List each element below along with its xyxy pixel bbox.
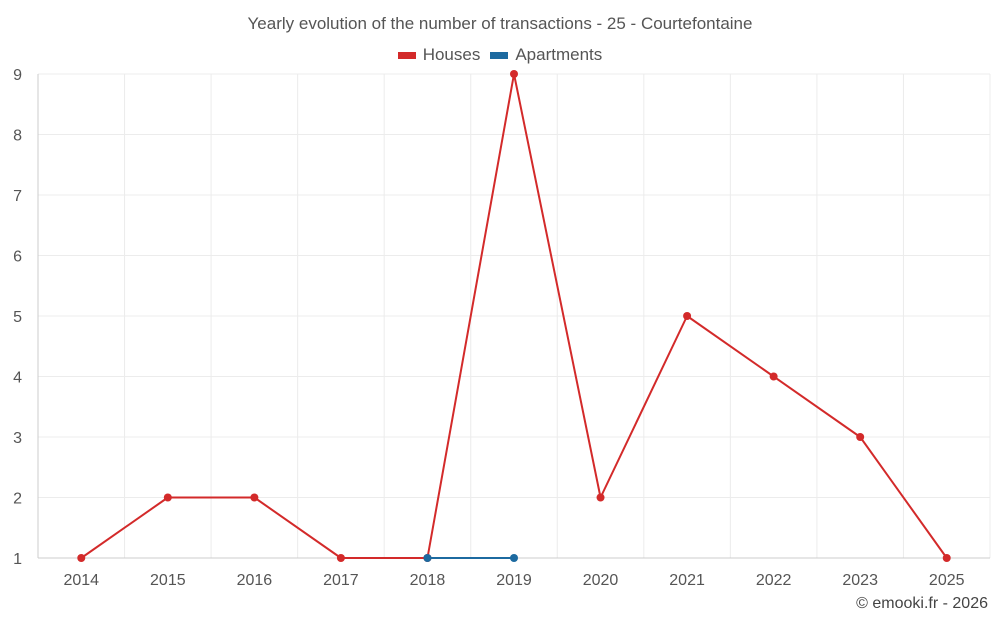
data-point-houses[interactable] <box>942 554 951 562</box>
legend-item-apartments[interactable]: Apartments <box>490 45 602 65</box>
x-tick-label: 2023 <box>842 572 878 589</box>
data-point-houses[interactable] <box>683 312 692 320</box>
legend-swatch-houses <box>397 51 416 59</box>
data-point-houses[interactable] <box>336 554 345 562</box>
axis-layer: 1 2 3 4 5 6 7 8 9 2014 2015 2016 2017 2018 2019 2020 202… <box>13 67 990 589</box>
data-point-houses[interactable] <box>856 433 865 441</box>
legend-label-houses: Houses <box>422 45 481 64</box>
legend-label-apartments: Apartments <box>515 45 603 64</box>
y-tick-label: 1 <box>13 551 22 568</box>
y-tick-label: 3 <box>13 430 22 447</box>
data-point-houses[interactable] <box>769 372 778 381</box>
data-point-houses[interactable] <box>77 554 86 562</box>
x-tick-label: 2017 <box>323 572 359 589</box>
data-point-houses[interactable] <box>250 493 259 502</box>
grid-layer <box>37 73 991 559</box>
legend-item-houses[interactable]: Houses <box>397 45 481 65</box>
y-tick-label: 2 <box>13 491 22 508</box>
series-layer <box>77 70 951 562</box>
x-tick-label: 2014 <box>63 572 99 589</box>
legend-swatch-apartments <box>490 51 509 59</box>
data-point-houses[interactable] <box>510 70 518 78</box>
chart-legend: Houses Apartments <box>0 45 1000 65</box>
y-tick-label: 8 <box>13 128 22 145</box>
y-tick-label: 6 <box>13 249 22 266</box>
data-point-apartments[interactable] <box>423 554 432 562</box>
footer-credit: © emooki.fr - 2026 <box>856 595 988 612</box>
data-point-houses[interactable] <box>596 493 605 502</box>
chart-title: Yearly evolution of the number of transa… <box>247 14 753 33</box>
x-tick-label: 2025 <box>929 572 965 589</box>
x-tick-label: 2020 <box>583 572 619 589</box>
x-tick-label: 2022 <box>756 572 792 589</box>
data-point-houses[interactable] <box>163 493 172 502</box>
x-tick-label: 2021 <box>669 572 705 589</box>
x-tick-label: 2016 <box>237 572 273 589</box>
x-tick-label: 2015 <box>150 572 186 589</box>
y-tick-label: 4 <box>13 370 22 387</box>
x-tick-label: 2019 <box>496 572 532 589</box>
y-tick-label: 7 <box>13 188 22 205</box>
x-tick-label: 2018 <box>410 572 446 589</box>
data-point-apartments[interactable] <box>510 554 518 562</box>
y-tick-label: 9 <box>13 67 22 84</box>
y-tick-label: 5 <box>13 309 22 326</box>
